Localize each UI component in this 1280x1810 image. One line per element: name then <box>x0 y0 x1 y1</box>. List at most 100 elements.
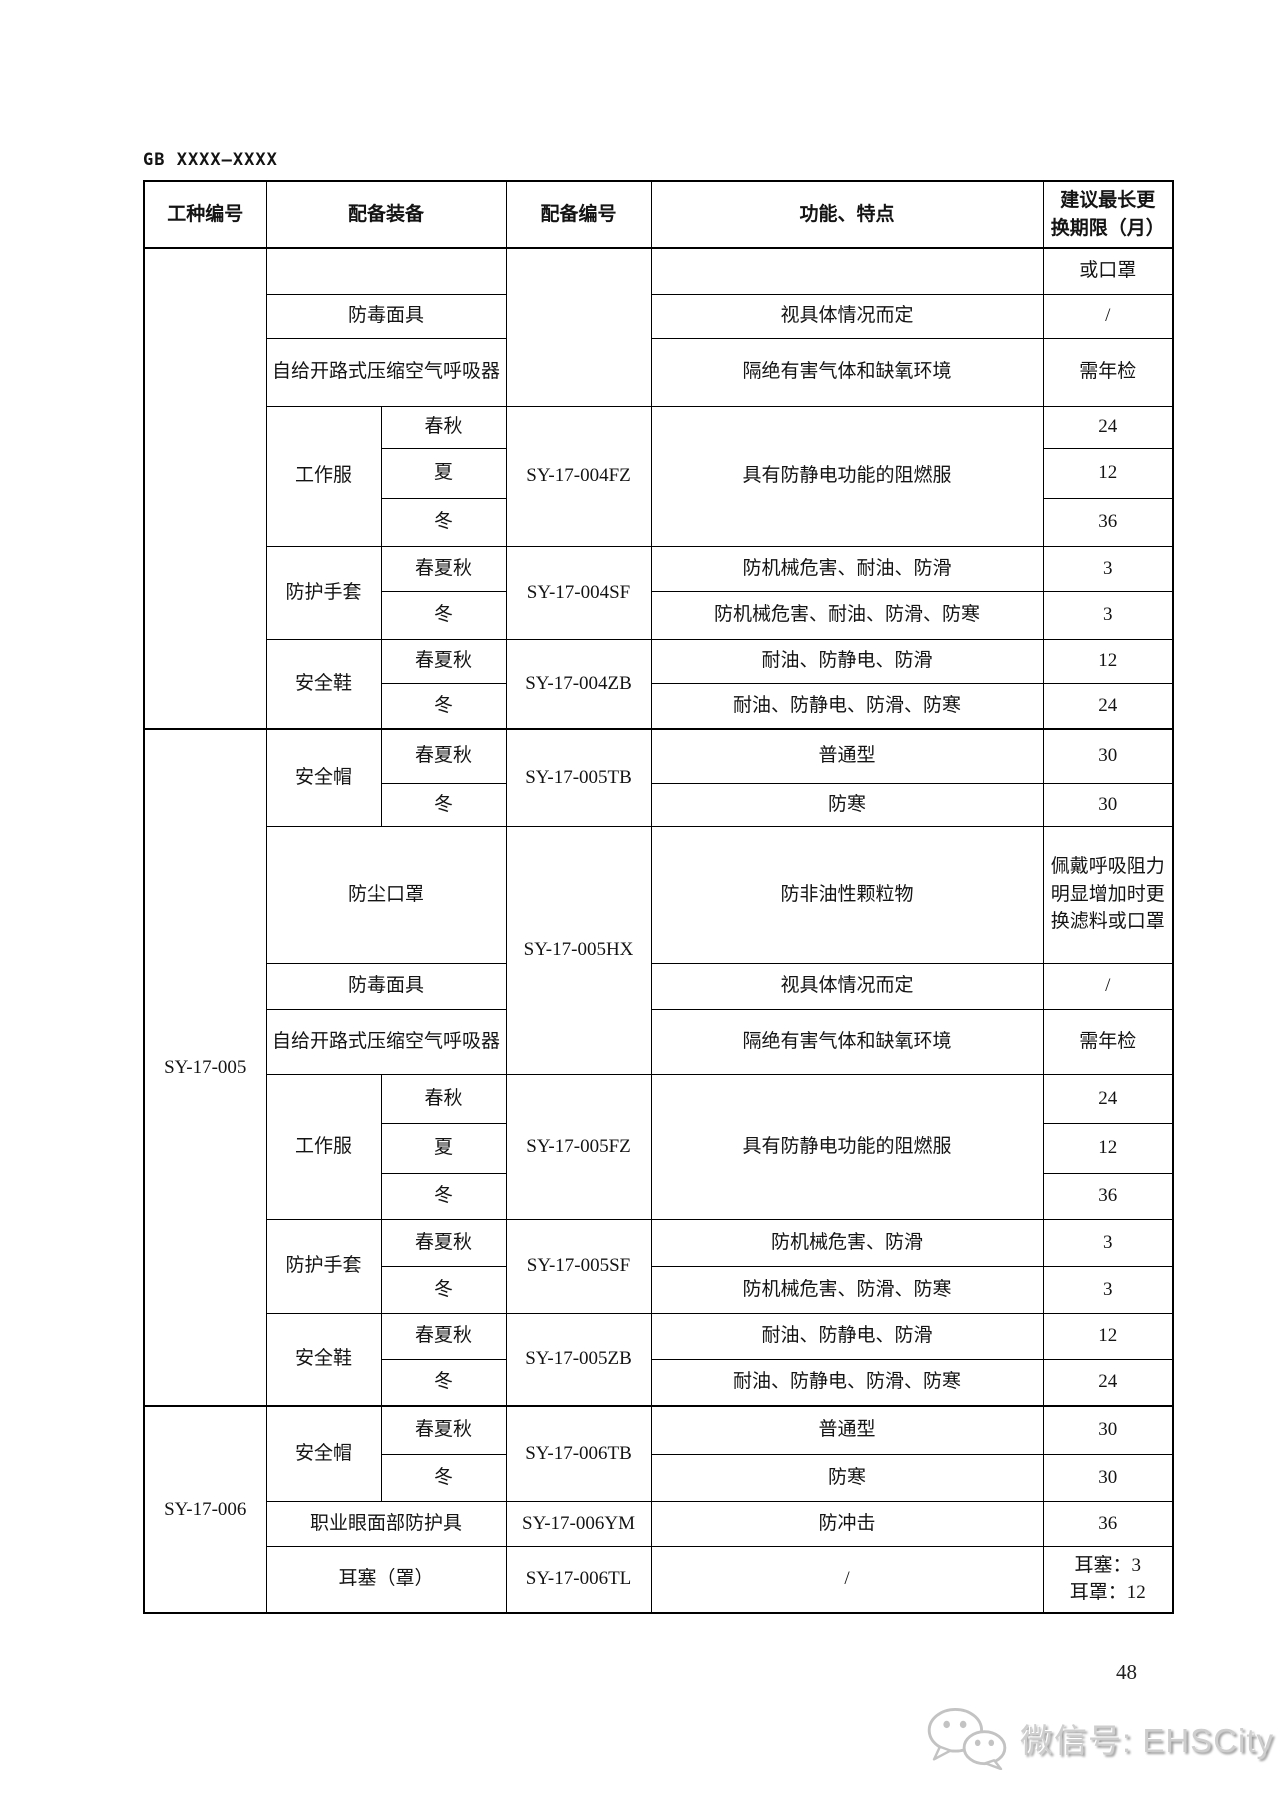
period-cell: 36 <box>1042 1172 1174 1220</box>
function-cell: 普通型 <box>650 1405 1044 1455</box>
period-cell: 30 <box>1042 782 1174 827</box>
period-cell: 30 <box>1042 1453 1174 1502</box>
code-cell: SY-17-006TL <box>505 1545 652 1614</box>
code-cell: SY-17-004FZ <box>505 405 652 547</box>
function-cell: 耐油、防静电、防滑 <box>650 638 1044 684</box>
code-cell: SY-17-005HX <box>505 825 652 1075</box>
equipment-item-cell: 工作服 <box>265 1073 382 1220</box>
table-row: 防毒面具 视具体情况而定 / <box>144 293 1174 339</box>
code-cell: SY-17-004ZB <box>505 638 652 730</box>
table-row: 自给开路式压缩空气呼吸器 隔绝有害气体和缺氧环境 需年检 <box>144 337 1174 407</box>
equipment-cell <box>265 247 507 295</box>
function-cell: 隔绝有害气体和缺氧环境 <box>650 1008 1044 1075</box>
table-row: 冬 防机械危害、防滑、防寒 3 <box>144 1265 1174 1314</box>
code-cell: SY-17-004SF <box>505 545 652 640</box>
period-line2: 耳罩：12 <box>1069 1582 1146 1604</box>
function-cell: 普通型 <box>650 728 1044 784</box>
page-number: 48 <box>1116 1660 1137 1684</box>
function-cell: 视具体情况而定 <box>650 293 1044 339</box>
table-row: 防毒面具 视具体情况而定 / <box>144 962 1174 1010</box>
equipment-item-cell: 安全鞋 <box>265 1312 382 1407</box>
period-cell: 24 <box>1042 1358 1174 1407</box>
table-row: 冬 防机械危害、耐油、防滑、防寒 3 <box>144 590 1174 640</box>
header-max-replacement: 建议最长更 换期限（月） <box>1042 180 1174 249</box>
function-cell: / <box>650 1545 1044 1614</box>
code-cell: SY-17-005SF <box>505 1218 652 1314</box>
period-cell: 佩戴呼吸阻力明显增加时更换滤料或口罩 <box>1042 825 1174 964</box>
code-cell: SY-17-005FZ <box>505 1073 652 1220</box>
table-row: 防护手套 春夏秋 SY-17-005SF 防机械危害、防滑 3 <box>144 1218 1174 1314</box>
period-cell: 30 <box>1042 728 1174 784</box>
code-cell: SY-17-006TB <box>505 1405 652 1502</box>
season-cell: 夏 <box>380 1122 507 1174</box>
job-code-cell: SY-17-006 <box>143 1405 267 1614</box>
period-cell: 30 <box>1042 1405 1174 1455</box>
season-cell: 春秋 <box>380 405 507 449</box>
equipment-cell: 自给开路式压缩空气呼吸器 <box>265 337 507 407</box>
equipment-item-cell: 安全帽 <box>265 1405 382 1502</box>
job-code-cell: SY-17-005 <box>143 728 267 1407</box>
season-cell: 冬 <box>380 497 507 547</box>
period-line1: 耳塞：3 <box>1074 1554 1142 1576</box>
equipment-cell: 自给开路式压缩空气呼吸器 <box>265 1008 507 1075</box>
season-cell: 春秋 <box>380 1073 507 1124</box>
season-cell: 春夏秋 <box>380 638 507 684</box>
function-cell: 防机械危害、耐油、防滑 <box>650 545 1044 592</box>
period-cell: 需年检 <box>1042 1008 1174 1075</box>
season-cell: 春夏秋 <box>380 728 507 784</box>
table-row: 冬 耐油、防静电、防滑、防寒 24 <box>144 682 1174 730</box>
table-row: 工作服 春秋 SY-17-004FZ 具有防静电功能的阻燃服 24 <box>144 405 1174 547</box>
season-cell: 冬 <box>380 1358 507 1407</box>
function-cell <box>650 247 1044 295</box>
table-row: SY-17-006 安全帽 春夏秋 SY-17-006TB 普通型 30 <box>143 1405 1174 1614</box>
period-cell: 12 <box>1042 1122 1174 1174</box>
table-row: 防尘口罩 SY-17-005HX 防非油性颗粒物 佩戴呼吸阻力明显增加时更换滤料… <box>144 825 1174 1075</box>
period-cell: 36 <box>1042 497 1174 547</box>
function-cell: 隔绝有害气体和缺氧环境 <box>650 337 1044 407</box>
equipment-item-cell: 防护手套 <box>265 1218 382 1314</box>
ppe-equipment-table: 工种编号 配备装备 配备编号 功能、特点 建议最长更 换期限（月） 或口罩 防毒… <box>143 180 1175 1614</box>
season-cell: 夏 <box>380 447 507 499</box>
watermark: 微信号: EHSCity <box>924 1706 1274 1770</box>
header-max-replacement-line1: 建议最长更 <box>1060 189 1156 211</box>
function-cell: 防机械危害、耐油、防滑、防寒 <box>650 590 1044 640</box>
period-cell: 24 <box>1042 405 1174 449</box>
period-cell: 3 <box>1042 1265 1174 1314</box>
equipment-cell: 防毒面具 <box>265 293 507 339</box>
table-row: 冬 36 <box>144 1172 1174 1220</box>
season-cell: 冬 <box>380 590 507 640</box>
equipment-cell: 防毒面具 <box>265 962 507 1010</box>
season-cell: 冬 <box>380 782 507 827</box>
table-row: 职业眼面部防护具 SY-17-006YM 防冲击 36 <box>144 1500 1174 1547</box>
table-row: 防护手套 春夏秋 SY-17-004SF 防机械危害、耐油、防滑 3 <box>144 545 1174 640</box>
function-cell: 耐油、防静电、防滑、防寒 <box>650 1358 1044 1407</box>
season-cell: 春夏秋 <box>380 545 507 592</box>
season-cell: 冬 <box>380 1172 507 1220</box>
table-row: 耳塞（罩） SY-17-006TL / 耳塞：3 耳罩：12 <box>144 1545 1174 1614</box>
function-cell: 防寒 <box>650 1453 1044 1502</box>
function-cell: 耐油、防静电、防滑 <box>650 1312 1044 1360</box>
code-cell: SY-17-005ZB <box>505 1312 652 1407</box>
table-row: SY-17-005 安全帽 春夏秋 SY-17-005TB 普通型 30 <box>143 728 1174 1407</box>
season-cell: 春夏秋 <box>380 1312 507 1360</box>
table-row: 冬 耐油、防静电、防滑、防寒 24 <box>144 1358 1174 1407</box>
period-cell: 12 <box>1042 638 1174 684</box>
period-cell: 36 <box>1042 1500 1174 1547</box>
season-cell: 冬 <box>380 1453 507 1502</box>
standard-code-label: GB XXXX—XXXX <box>143 150 278 170</box>
function-cell: 防机械危害、防滑 <box>650 1218 1044 1267</box>
job-code-cell <box>143 247 267 730</box>
function-cell: 耐油、防静电、防滑、防寒 <box>650 682 1044 730</box>
function-cell: 防机械危害、防滑、防寒 <box>650 1265 1044 1314</box>
season-cell: 冬 <box>380 682 507 730</box>
table-row: 冬 防寒 30 <box>144 782 1174 827</box>
equipment-item-cell: 工作服 <box>265 405 382 547</box>
function-cell: 防寒 <box>650 782 1044 827</box>
function-cell: 防冲击 <box>650 1500 1044 1547</box>
code-cell: SY-17-005TB <box>505 728 652 827</box>
function-cell: 具有防静电功能的阻燃服 <box>650 1073 1044 1220</box>
header-features: 功能、特点 <box>650 180 1044 249</box>
table-row: 夏 12 <box>144 447 1174 499</box>
period-cell: 3 <box>1042 590 1174 640</box>
